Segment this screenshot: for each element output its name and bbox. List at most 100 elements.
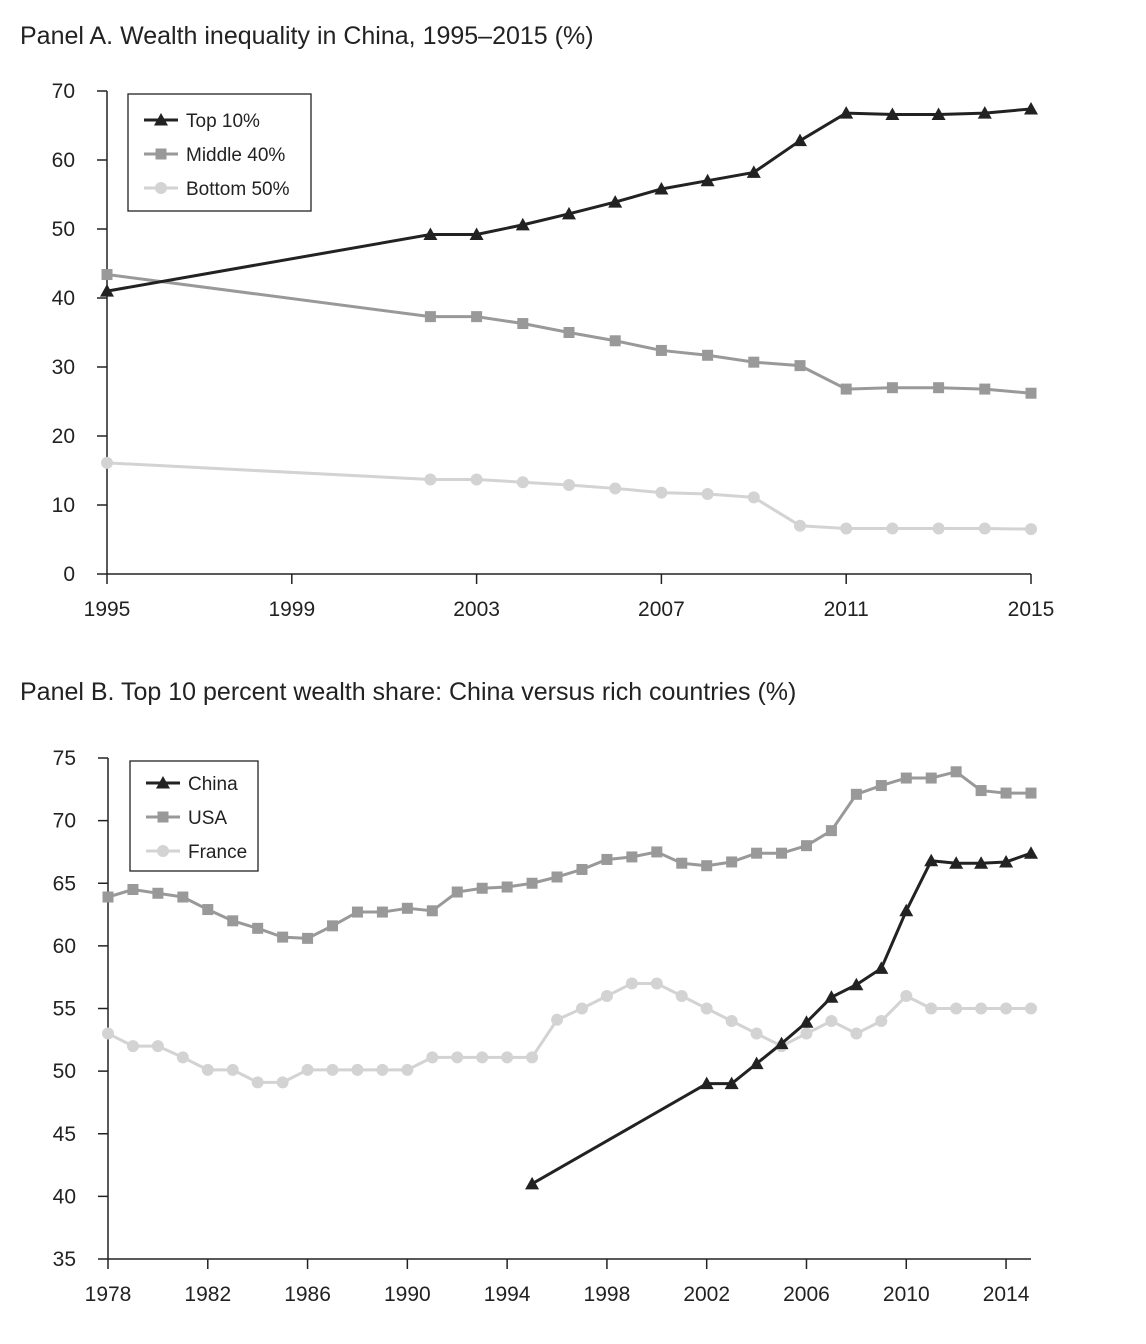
- panel-b-legend-marker-china: [156, 776, 170, 789]
- panel-a-point-middle-40: [517, 318, 529, 330]
- panel-b-point-france: [326, 1063, 339, 1076]
- panel-b-y-tick-label: 50: [53, 1060, 76, 1083]
- panel-b-title: Panel B. Top 10 percent wealth share: Ch…: [20, 678, 797, 706]
- panel-a-point-top-10: [423, 227, 438, 241]
- panel-b-point-china: [699, 1076, 714, 1090]
- panel-a-title: Panel A. Wealth inequality in China, 199…: [20, 22, 594, 50]
- panel-a-x-tick-label: 2007: [638, 598, 685, 621]
- panel-a-series-bottom-50: [101, 456, 1037, 536]
- panel-a-point-bottom-50: [840, 522, 853, 535]
- panel-a-x-tick-label: 2011: [824, 598, 869, 621]
- panel-b-point-france: [276, 1076, 289, 1089]
- panel-b-x-tick-label: 1982: [184, 1283, 231, 1306]
- panel-a-y-tick-label: 10: [52, 494, 75, 517]
- panel-b-legend-marker-usa: [157, 811, 169, 823]
- panel-b-point-china: [974, 856, 989, 869]
- panel-a-y-tick-label: 40: [52, 287, 75, 310]
- panel-b-series-france: [102, 977, 1037, 1089]
- panel-b-point-usa: [302, 932, 314, 944]
- panel-a-legend-label-bottom-50: Bottom 50%: [186, 179, 290, 200]
- panel-b-point-usa: [1000, 787, 1012, 799]
- panel-b-point-usa: [127, 884, 139, 896]
- panel-b-point-usa: [327, 920, 339, 932]
- panel-b-point-usa: [850, 788, 862, 800]
- panel-b-point-usa: [701, 860, 713, 872]
- panel-b-point-france: [351, 1063, 364, 1076]
- panel-a-point-top-10: [1024, 101, 1038, 115]
- panel-a-point-top-10: [885, 107, 900, 120]
- panel-b-point-france: [526, 1051, 539, 1064]
- panel-a-point-middle-40: [655, 344, 667, 356]
- panel-a-point-top-10: [839, 106, 854, 119]
- panel-b-point-usa: [401, 902, 413, 914]
- panel-b-point-france: [401, 1063, 414, 1076]
- panel-b-point-usa: [950, 766, 962, 778]
- panel-b-point-usa: [925, 772, 937, 784]
- panel-b-y-tick-label: 40: [53, 1185, 76, 1208]
- panel-b-point-usa: [102, 891, 114, 903]
- panel-a-point-top-10: [515, 217, 530, 231]
- panel-b-y-tick-label: 75: [53, 747, 76, 770]
- panel-a-point-top-10: [562, 206, 576, 220]
- panel-a-x-tick-label: 2015: [1008, 598, 1055, 621]
- panel-a-point-bottom-50: [424, 473, 437, 486]
- panel-a-y-tick-label: 70: [52, 80, 75, 103]
- panel-b-series-line-china: [531, 851, 1032, 1186]
- panel-b-x-tick-label: 1998: [584, 1283, 631, 1306]
- panel-b-legend-label-usa: USA: [188, 808, 227, 829]
- panel-a-y-tick-label: 60: [52, 149, 75, 172]
- panel-a-point-bottom-50: [101, 456, 113, 469]
- panel-b-point-france: [226, 1063, 239, 1076]
- panel-a-point-top-10: [100, 284, 114, 297]
- panel-b-point-france: [575, 1002, 588, 1015]
- panel-b-point-france: [800, 1027, 813, 1040]
- panel-b-point-france: [251, 1076, 264, 1089]
- panel-b-point-usa: [252, 922, 264, 934]
- panel-b-point-france: [825, 1015, 838, 1028]
- panel-a-point-bottom-50: [470, 473, 483, 486]
- panel-b-point-france: [875, 1015, 888, 1028]
- panel-a-point-bottom-50: [655, 486, 668, 499]
- panel-b-point-france: [102, 1027, 114, 1040]
- panel-a-series-top-10: [100, 101, 1038, 297]
- panel-b-point-france: [426, 1051, 439, 1064]
- panel-b-point-usa: [601, 853, 613, 865]
- panel-b-point-france: [975, 1002, 988, 1015]
- panel-b-point-france: [376, 1063, 389, 1076]
- panel-a-point-top-10: [977, 106, 992, 119]
- panel-b-point-china: [799, 1015, 814, 1028]
- panel-b-x-tick-label: 1994: [484, 1283, 531, 1306]
- panel-b-point-usa: [726, 856, 738, 868]
- panel-b-point-china: [525, 1176, 540, 1190]
- panel-b-point-usa: [426, 905, 438, 917]
- panel-b-point-usa: [351, 906, 363, 918]
- panel-b-legend-label-china: China: [188, 774, 238, 795]
- panel-b-point-france: [451, 1051, 464, 1064]
- panel-b-legend-marker-france: [157, 845, 169, 857]
- panel-b-point-usa: [776, 847, 788, 859]
- panel-b-x-tick-label: 1986: [284, 1283, 331, 1306]
- panel-b-point-france: [1000, 1002, 1013, 1015]
- panel-b-point-usa: [277, 931, 289, 943]
- panel-b-point-china: [924, 853, 939, 867]
- panel-b-point-usa: [551, 871, 563, 883]
- panel-b-point-france: [151, 1040, 164, 1053]
- panel-b-point-china: [949, 856, 964, 869]
- panel-a-y-tick-label: 30: [52, 356, 75, 379]
- panel-a-point-middle-40: [886, 382, 898, 394]
- panel-b-point-france: [900, 989, 913, 1002]
- panel-b-point-usa: [152, 887, 164, 899]
- panel-a-x-tick-label: 2003: [453, 598, 500, 621]
- panel-b-legend-label-france: France: [188, 842, 247, 863]
- panel-b-point-usa: [676, 857, 688, 869]
- panel-b-point-france: [476, 1051, 489, 1064]
- panel-b-point-china: [999, 854, 1014, 868]
- panel-b-point-usa: [177, 891, 189, 903]
- panel-b-point-usa: [825, 825, 837, 837]
- panel-b-legend: China USA France: [129, 760, 259, 872]
- panel-b-y-tick-label: 70: [53, 810, 76, 833]
- panel-b-point-usa: [576, 863, 588, 875]
- panel-a-point-bottom-50: [978, 522, 991, 535]
- panel-a-point-bottom-50: [932, 522, 945, 535]
